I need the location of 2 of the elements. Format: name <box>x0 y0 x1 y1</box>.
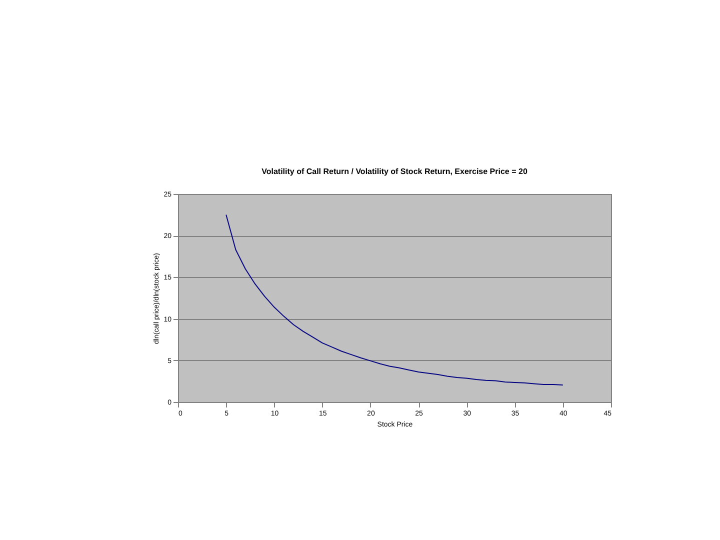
line-series <box>226 214 564 386</box>
chart-title: Volatility of Call Return / Volatility of Stock Return, Exercise Price = 20 <box>262 167 528 176</box>
